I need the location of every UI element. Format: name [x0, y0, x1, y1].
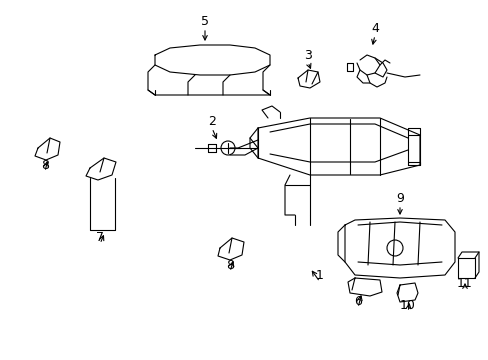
- Text: 2: 2: [207, 115, 216, 128]
- Text: 6: 6: [353, 295, 361, 308]
- Text: 5: 5: [201, 15, 208, 28]
- Text: 8: 8: [225, 259, 234, 272]
- Text: 11: 11: [456, 277, 472, 290]
- Text: 1: 1: [315, 269, 323, 282]
- Text: 8: 8: [41, 159, 49, 172]
- Text: 7: 7: [96, 231, 104, 244]
- Text: 10: 10: [399, 299, 415, 312]
- Text: 4: 4: [370, 22, 378, 35]
- Text: 9: 9: [395, 192, 403, 205]
- Text: 3: 3: [304, 49, 311, 62]
